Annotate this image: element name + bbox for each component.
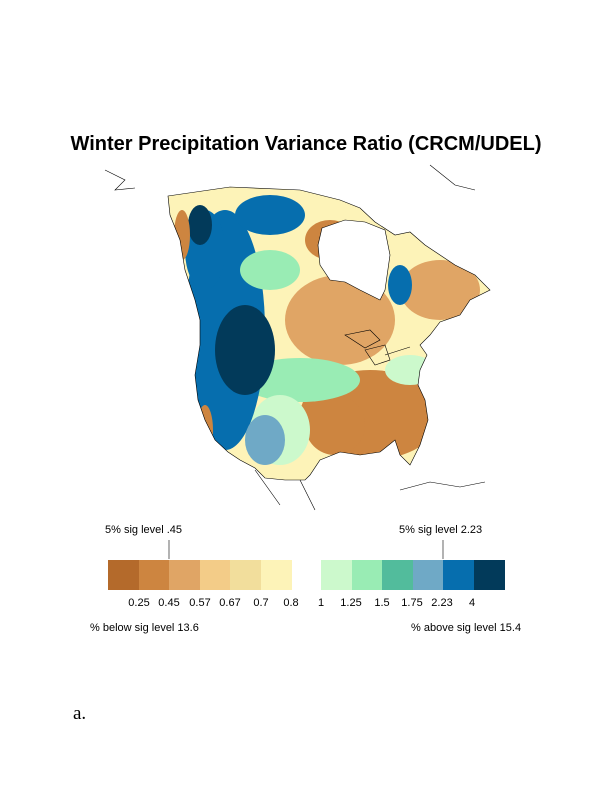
tick-label: 0.45 [158, 597, 180, 609]
tick-label: 0.25 [128, 597, 150, 609]
above-sig-text: % above sig level 15.4 [411, 622, 522, 634]
great-lakes [344, 329, 411, 366]
colorbar-cell [199, 560, 231, 590]
colorbar-cell [473, 560, 505, 590]
panel-label: a. [73, 703, 87, 724]
colorbar-cell [138, 560, 170, 590]
right-sig-label: 5% sig level 2.23 [399, 524, 483, 536]
tick-label: 1 [317, 597, 325, 609]
colorbar-cell [230, 560, 261, 590]
tick-label: 0.7 [253, 597, 269, 609]
tick-label: 0.57 [189, 597, 211, 609]
central-america-coast [254, 469, 316, 511]
tick-label: 1.5 [374, 597, 390, 609]
left-sig-label: 5% sig level .45 [105, 524, 183, 536]
colorbar-cell [260, 560, 292, 590]
colorbar-cell [412, 560, 444, 590]
colorbar-cell [321, 560, 352, 590]
colorbar-cell [108, 560, 139, 590]
coastline [167, 186, 491, 481]
tick-label: 0.8 [283, 597, 299, 609]
hudson-bay [317, 219, 391, 301]
figure-title: Winter Precipitation Variance Ratio (CRC… [70, 133, 542, 155]
colorbar-cell [169, 560, 200, 590]
tick-label: 0.67 [219, 597, 241, 609]
colorbar-cell [382, 560, 413, 590]
below-sig-text: % below sig level 13.6 [90, 622, 199, 634]
colorbar-cell [351, 560, 383, 590]
tick-label: 4 [468, 597, 476, 609]
colorbar-cell [443, 560, 474, 590]
tick-label: 1.75 [401, 597, 423, 609]
outer-coastlines [104, 164, 486, 491]
tick-label: 2.23 [431, 597, 453, 609]
tick-label: 1.25 [340, 597, 362, 609]
